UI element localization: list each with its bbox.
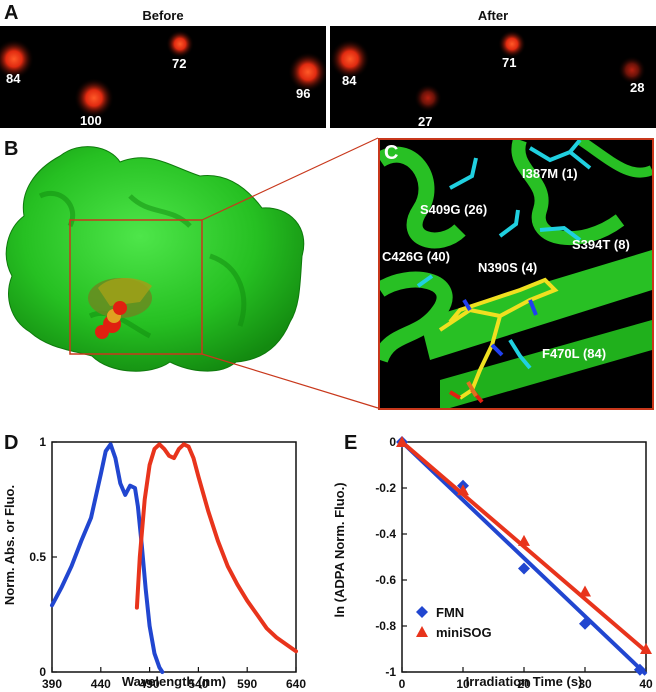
- side-chain-n390: [498, 209, 520, 238]
- fmn-phosphate-oxygen-3: [113, 301, 127, 315]
- y-tick-label: 0: [389, 435, 396, 449]
- after-value-4: 27: [418, 114, 433, 129]
- legend-fmn-marker: [416, 606, 428, 618]
- fmn-phosphate-oxygen-2: [95, 325, 109, 339]
- before-value-4: 100: [80, 113, 102, 128]
- spot-100: [74, 78, 114, 118]
- after-fluorescence-image: 84 71 28 27: [330, 26, 656, 129]
- spectra-chart: Norm. Abs. or Fluo. Wavelength (nm) 390 4…: [2, 435, 306, 691]
- zoom-line-bottom: [201, 353, 379, 409]
- protein-surface-render: [5, 137, 379, 409]
- structure-closeup-panel: C I387M (1) S409G (26) C426G (40) N390S …: [378, 138, 654, 410]
- y-axis-label: ln (ADPA Norm. Fluo.): [332, 482, 347, 617]
- x-tick-label: 0: [399, 677, 406, 691]
- helix-ribbon-3: [380, 271, 453, 364]
- after-value-3: 28: [630, 80, 645, 95]
- beta-strand-2: [440, 320, 652, 408]
- side-chain-i387: [528, 140, 592, 170]
- side-chain-f470: [508, 338, 532, 370]
- before-spots: [0, 30, 328, 118]
- y-tick-label: -0.2: [375, 481, 396, 495]
- minisog-data-point: [457, 484, 469, 496]
- y-tick-label: 0.5: [29, 550, 46, 564]
- x-tick-label: 20: [517, 677, 531, 691]
- x-tick-label: 440: [91, 677, 111, 691]
- mutation-label-i387m: I387M (1): [522, 166, 578, 181]
- flavin-ring-sticks: [438, 277, 559, 400]
- fmn-fit-line: [400, 440, 648, 676]
- y-axis-label: Norm. Abs. or Fluo.: [2, 485, 17, 605]
- minisog-fit-line: [400, 440, 648, 653]
- x-tick-label: 40: [639, 677, 653, 691]
- spot-after-28: [618, 56, 646, 84]
- y-tick-label: 1: [39, 435, 46, 449]
- beta-strand-1: [420, 250, 652, 360]
- spot-96: [288, 52, 328, 92]
- x-axis-label: Wavelength (nm): [122, 674, 226, 689]
- legend-minisog-marker: [416, 626, 428, 637]
- panel-a-letter: A: [4, 2, 19, 24]
- after-label: After: [477, 8, 509, 23]
- mutation-label-s394t: S394T (8): [572, 237, 630, 252]
- side-chain-s409: [449, 157, 478, 190]
- mutation-label-f470l: F470L (84): [542, 346, 607, 361]
- mutation-label-s409g: S409G (26): [420, 202, 488, 217]
- cartoon-structure: [380, 140, 652, 408]
- before-fluorescence-image: 84 72 96 100: [0, 26, 328, 128]
- minisog-data-point: [640, 643, 652, 654]
- zoom-region-box: [69, 219, 203, 355]
- y-tick-label: -1: [385, 665, 396, 679]
- y-tick-label: 0: [39, 665, 46, 679]
- legend-minisog-label: miniSOG: [436, 625, 492, 640]
- loop-ribbon: [577, 140, 652, 178]
- y-tick-label: -0.6: [375, 573, 396, 587]
- y-tick-label: -0.4: [375, 527, 396, 541]
- x-tick-label: 10: [456, 677, 470, 691]
- after-spots: [330, 30, 646, 112]
- spot-after-27: [414, 84, 442, 112]
- side-chain-c426: [416, 274, 434, 288]
- spot-84: [0, 39, 34, 79]
- protein-surface: [5, 146, 305, 372]
- x-tick-label: 390: [42, 677, 62, 691]
- panel-c-letter: C: [384, 142, 399, 164]
- x-tick-label: 590: [237, 677, 257, 691]
- plot-frame: [51, 441, 297, 673]
- minisog-data-point: [396, 436, 408, 447]
- mutation-label-c426g: C426G (40): [382, 249, 450, 264]
- y-tick-label: -0.8: [375, 619, 396, 633]
- after-value-1: 84: [342, 73, 357, 88]
- before-value-2: 72: [172, 56, 187, 71]
- x-tick-label: 540: [188, 677, 208, 691]
- x-tick-label: 640: [286, 677, 306, 691]
- minisog-data-point: [579, 585, 591, 597]
- fmn-data-point: [579, 617, 591, 630]
- zoom-line-top: [201, 137, 379, 221]
- absorbance-series-line: [50, 442, 165, 674]
- before-value-3: 96: [296, 86, 311, 101]
- helix-ribbon-1: [380, 146, 466, 249]
- x-axis-label: Irradiation Time (s): [466, 674, 583, 689]
- after-value-2: 71: [502, 55, 517, 70]
- photobleaching-chart: ln (ADPA Norm. Fluo.) Irradiation Time (…: [332, 435, 653, 691]
- legend-fmn-label: FMN: [436, 605, 464, 620]
- spot-after-84: [330, 39, 370, 79]
- spot-after-71: [498, 30, 526, 58]
- spot-72: [166, 30, 194, 58]
- fmn-data-point: [518, 562, 530, 575]
- before-label: Before: [142, 8, 184, 23]
- x-tick-label: 30: [578, 677, 592, 691]
- fluorescence-series-line: [134, 442, 298, 654]
- minisog-data-point: [518, 534, 530, 546]
- before-value-1: 84: [6, 71, 21, 86]
- panel-e-letter: E: [344, 432, 358, 454]
- fmn-data-point: [633, 663, 646, 676]
- helix-ribbon-2: [511, 140, 625, 246]
- mutation-label-n390s: N390S (4): [478, 260, 538, 275]
- x-tick-label: 490: [140, 677, 160, 691]
- side-chain-s394: [539, 225, 582, 242]
- panel-b-letter: B: [4, 138, 19, 160]
- panel-d-letter: D: [4, 432, 19, 454]
